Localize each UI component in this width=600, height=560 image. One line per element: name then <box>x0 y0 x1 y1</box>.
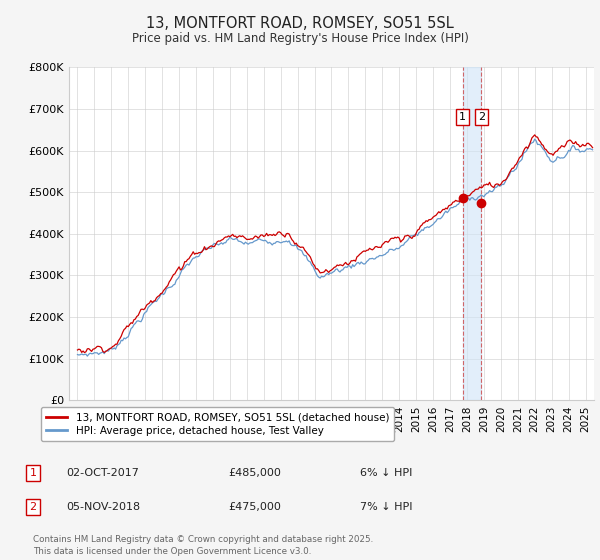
Text: Price paid vs. HM Land Registry's House Price Index (HPI): Price paid vs. HM Land Registry's House … <box>131 32 469 45</box>
Legend: 13, MONTFORT ROAD, ROMSEY, SO51 5SL (detached house), HPI: Average price, detach: 13, MONTFORT ROAD, ROMSEY, SO51 5SL (det… <box>41 407 394 441</box>
Text: 6% ↓ HPI: 6% ↓ HPI <box>360 468 412 478</box>
Text: Contains HM Land Registry data © Crown copyright and database right 2025.
This d: Contains HM Land Registry data © Crown c… <box>33 535 373 556</box>
Text: 2: 2 <box>478 112 485 122</box>
Text: 13, MONTFORT ROAD, ROMSEY, SO51 5SL: 13, MONTFORT ROAD, ROMSEY, SO51 5SL <box>146 16 454 31</box>
Text: 05-NOV-2018: 05-NOV-2018 <box>66 502 140 512</box>
Text: 7% ↓ HPI: 7% ↓ HPI <box>360 502 413 512</box>
Text: 02-OCT-2017: 02-OCT-2017 <box>66 468 139 478</box>
Bar <box>463 67 481 400</box>
Text: £475,000: £475,000 <box>228 502 281 512</box>
Text: £485,000: £485,000 <box>228 468 281 478</box>
Text: 2: 2 <box>29 502 37 512</box>
Text: 1: 1 <box>459 112 466 122</box>
Text: 1: 1 <box>29 468 37 478</box>
